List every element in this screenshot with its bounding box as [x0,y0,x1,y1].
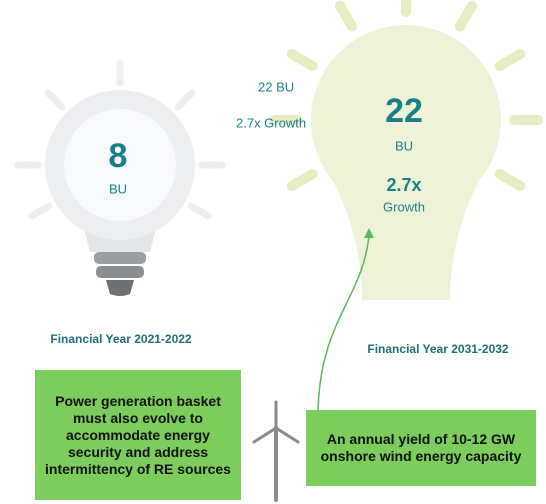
light-ray [494,49,526,71]
right-unit: BU [395,138,413,153]
light-ray [455,0,477,32]
left-bulb-tip [106,280,134,296]
side-label: 22 BU [258,79,294,94]
right-caption: Financial Year 2031-2032 [367,342,509,356]
left-unit: BU [109,181,127,196]
wind-turbine [252,400,300,502]
left-bulb-base [96,266,144,278]
light-ray [335,0,357,32]
info-box: Power generation basket must also evolve… [35,370,241,500]
arrow [317,235,370,413]
light-ray [174,89,196,111]
info-box: An annual yield of 10-12 GW onshore wind… [306,410,536,486]
light-ray [286,169,318,191]
light-ray [44,89,66,111]
light-ray [494,169,526,191]
left-value: 8 [109,137,128,175]
side-label: 2.7x Growth [236,115,306,130]
right-growth: 2.7x [386,175,421,195]
right-growth-label: Growth [383,199,425,214]
arrow-head [364,228,374,238]
light-ray [28,202,53,220]
right-bulb [311,25,501,215]
left-bulb-base [94,252,146,264]
right-value: 22 [385,92,423,130]
light-ray [187,202,212,220]
left-caption: Financial Year 2021-2022 [50,332,192,346]
left-bulb-inner [64,109,176,221]
light-ray [286,49,318,71]
